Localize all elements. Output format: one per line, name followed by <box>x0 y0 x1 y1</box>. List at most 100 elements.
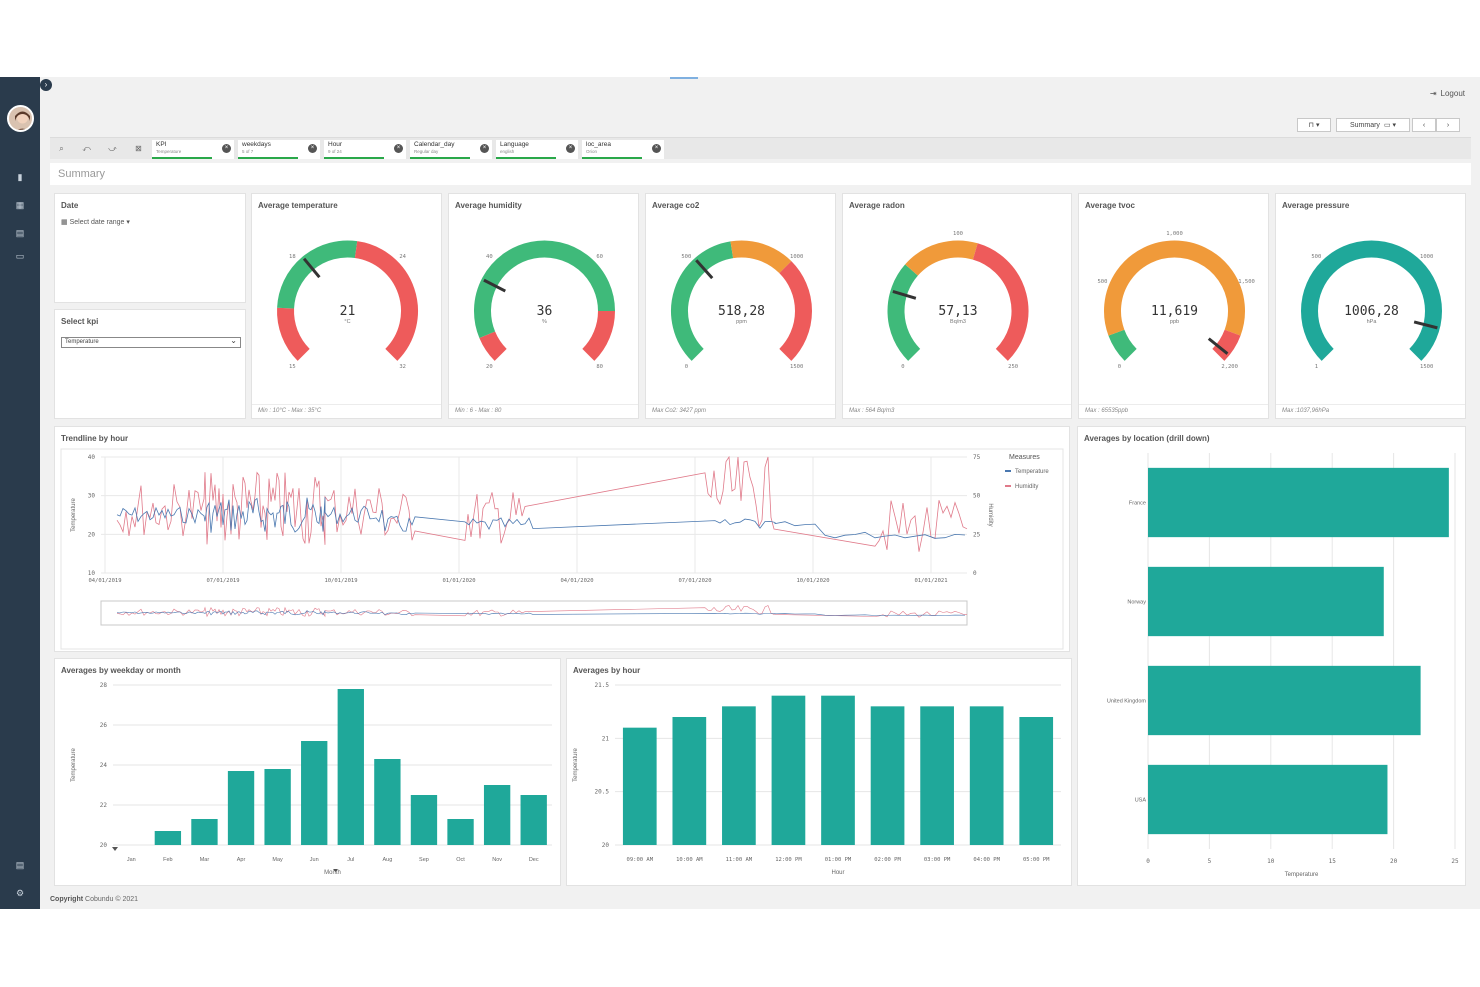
select-date-range-button[interactable]: ▦ Select date range ▾ <box>61 219 130 226</box>
range-navigator[interactable] <box>100 600 968 626</box>
gauge-needle <box>483 278 506 293</box>
gauge-tick-label: 20 <box>486 364 493 370</box>
bar-unitedkingdom[interactable] <box>1148 665 1421 736</box>
page-title: Summary <box>58 168 106 180</box>
gauge-panel-0: Average temperature Min : 10°C - Max : 35… <box>251 193 442 419</box>
clear-filter-icon[interactable]: × <box>566 144 575 153</box>
bar-dec[interactable] <box>520 795 547 845</box>
bar-0900am[interactable] <box>622 727 657 845</box>
y-tick-label: United Kingdom <box>1107 699 1147 705</box>
gauge-tick-label: 15 <box>289 364 296 370</box>
step-forward-icon[interactable]: ⤻ <box>108 144 117 153</box>
y-tick-label: 22 <box>100 802 108 809</box>
monitor-icon[interactable]: ▭ <box>15 251 25 261</box>
weekday-chart[interactable]: 20 22 24 26 28 Jan Feb Mar Apr May Jun Jul Aug Sep Oct… <box>55 677 560 885</box>
bar-1100am[interactable] <box>722 706 756 845</box>
humidity-line[interactable] <box>116 455 968 552</box>
bar-jul[interactable] <box>337 689 364 845</box>
bar-jun[interactable] <box>301 741 328 845</box>
legend-item[interactable]: Temperature <box>1015 469 1049 475</box>
bar-oct[interactable] <box>447 819 474 845</box>
bar-usa[interactable] <box>1148 764 1388 835</box>
bar-0500pm[interactable] <box>1019 717 1054 845</box>
next-sheet-button[interactable]: › <box>1436 118 1460 132</box>
bookmark-button[interactable]: ⊓ ▾ <box>1297 118 1331 132</box>
bar-1000am[interactable] <box>672 717 707 845</box>
gauge-tick-label: 32 <box>399 364 406 370</box>
clear-filter-icon[interactable]: × <box>308 144 317 153</box>
filter-chip-weekdays[interactable]: weekdays 5 of 7 × <box>238 140 320 159</box>
gauge-chart[interactable]: 15 18 24 32 21°C <box>252 216 443 396</box>
x-tick-label: 01/01/2020 <box>442 578 475 584</box>
hour-title: Averages by hour <box>573 666 641 675</box>
kpi-select[interactable]: Temperature <box>61 336 241 348</box>
drill-caret-icon[interactable] <box>333 869 338 872</box>
gauge-tick-label: 500 <box>681 254 691 260</box>
x-tick-label: Sep <box>419 857 429 863</box>
bar-1200pm[interactable] <box>771 695 806 845</box>
smart-search-icon[interactable]: ⌕ <box>59 144 64 153</box>
filter-chip-calendar-day[interactable]: Calendar_day Regular day × <box>410 140 492 159</box>
filter-chip-loc-area[interactable]: loc_area Orion × <box>582 140 664 159</box>
temperature-line[interactable] <box>116 497 966 539</box>
bar-aug[interactable] <box>374 759 401 845</box>
gauge-footer: Max :1037,96hPa <box>1276 404 1465 418</box>
filter-chip-kpi[interactable]: KPI Temperature × <box>152 140 234 159</box>
bar-sep[interactable] <box>410 795 438 845</box>
bar-0400pm[interactable] <box>969 706 1004 845</box>
x-tick-label: Jan <box>127 857 136 863</box>
bar-0200pm[interactable] <box>870 706 905 845</box>
gauge-chart[interactable]: 20 40 60 80 36% <box>449 216 640 396</box>
gauge-unit: % <box>542 319 547 325</box>
bar-france[interactable] <box>1148 467 1449 538</box>
selection-state-bar <box>238 157 298 159</box>
gear-icon[interactable]: ⚙ <box>15 888 25 898</box>
x-tick-label: 10:00 AM <box>676 857 703 863</box>
clear-filter-icon[interactable]: × <box>394 144 403 153</box>
gauge-needle <box>1413 320 1438 330</box>
bar-0300pm[interactable] <box>920 706 954 845</box>
bar-apr[interactable] <box>227 771 255 845</box>
sheet-selector-button[interactable]: Summary ▭ ▾ <box>1336 118 1410 132</box>
gauge-tick-label: 1,500 <box>1238 279 1255 285</box>
legend-item[interactable]: Humidity <box>1015 484 1038 490</box>
clear-all-icon[interactable]: ⊠ <box>135 144 142 153</box>
document-icon[interactable]: ▤ <box>15 228 25 238</box>
bar-feb[interactable] <box>154 831 182 845</box>
bar-norway[interactable] <box>1148 566 1384 637</box>
filter-chip-subtitle: 5 of 7 <box>242 149 254 154</box>
hour-chart[interactable]: 20 20.5 21 21.5 09:00 AM 10:00 AM 11:00 AM 12:0… <box>567 677 1071 885</box>
clear-filter-icon[interactable]: × <box>222 144 231 153</box>
filter-chip-subtitle: Regular day <box>414 149 439 154</box>
step-back-icon[interactable]: ⤺ <box>82 144 91 153</box>
file-icon[interactable]: ▤ <box>15 860 25 870</box>
app-frame: ▮ ▦ ▤ ▭ ▤ ⚙ › ⇥ Logout ⊓ ▾ Summary ▭ ▾ ‹… <box>0 77 1480 909</box>
clear-filter-icon[interactable]: × <box>480 144 489 153</box>
bar-0100pm[interactable] <box>821 695 855 845</box>
sidebar-toggle-button[interactable]: › <box>40 79 52 91</box>
filter-chip-language[interactable]: Language english × <box>496 140 578 159</box>
previous-sheet-button[interactable]: ‹ <box>1412 118 1436 132</box>
y-right-tick-label: 25 <box>973 531 981 538</box>
y-right-axis-label: Humidity <box>987 503 993 526</box>
sheet-icon[interactable]: ▮ <box>17 172 23 182</box>
gauge-tick-label: 1000 <box>1420 254 1433 260</box>
filter-chip-hour[interactable]: Hour 9 of 24 × <box>324 140 406 159</box>
selection-state-bar <box>410 157 470 159</box>
bar-may[interactable] <box>264 769 291 845</box>
location-chart[interactable]: 0 5 10 15 20 25 France Norway United Kingdom USA T… <box>1078 445 1465 885</box>
trendline-chart[interactable]: 10 0 20 25 30 50 40 75 04/01/2019 07/01/2019 10/01… <box>55 447 1069 652</box>
bar-nov[interactable] <box>483 785 511 845</box>
avatar[interactable] <box>7 105 34 132</box>
gauge-tick-label: 60 <box>596 254 603 260</box>
gauge-panel-2: Average co2 Max Co2: 3427 ppm 0 500 1000 1500… <box>645 193 836 419</box>
bar-mar[interactable] <box>191 819 218 845</box>
logout-button[interactable]: ⇥ Logout <box>1429 89 1465 98</box>
clear-filter-icon[interactable]: × <box>652 144 661 153</box>
filter-chip-subtitle: Temperature <box>156 149 182 154</box>
grid-icon[interactable]: ▦ <box>15 200 25 210</box>
